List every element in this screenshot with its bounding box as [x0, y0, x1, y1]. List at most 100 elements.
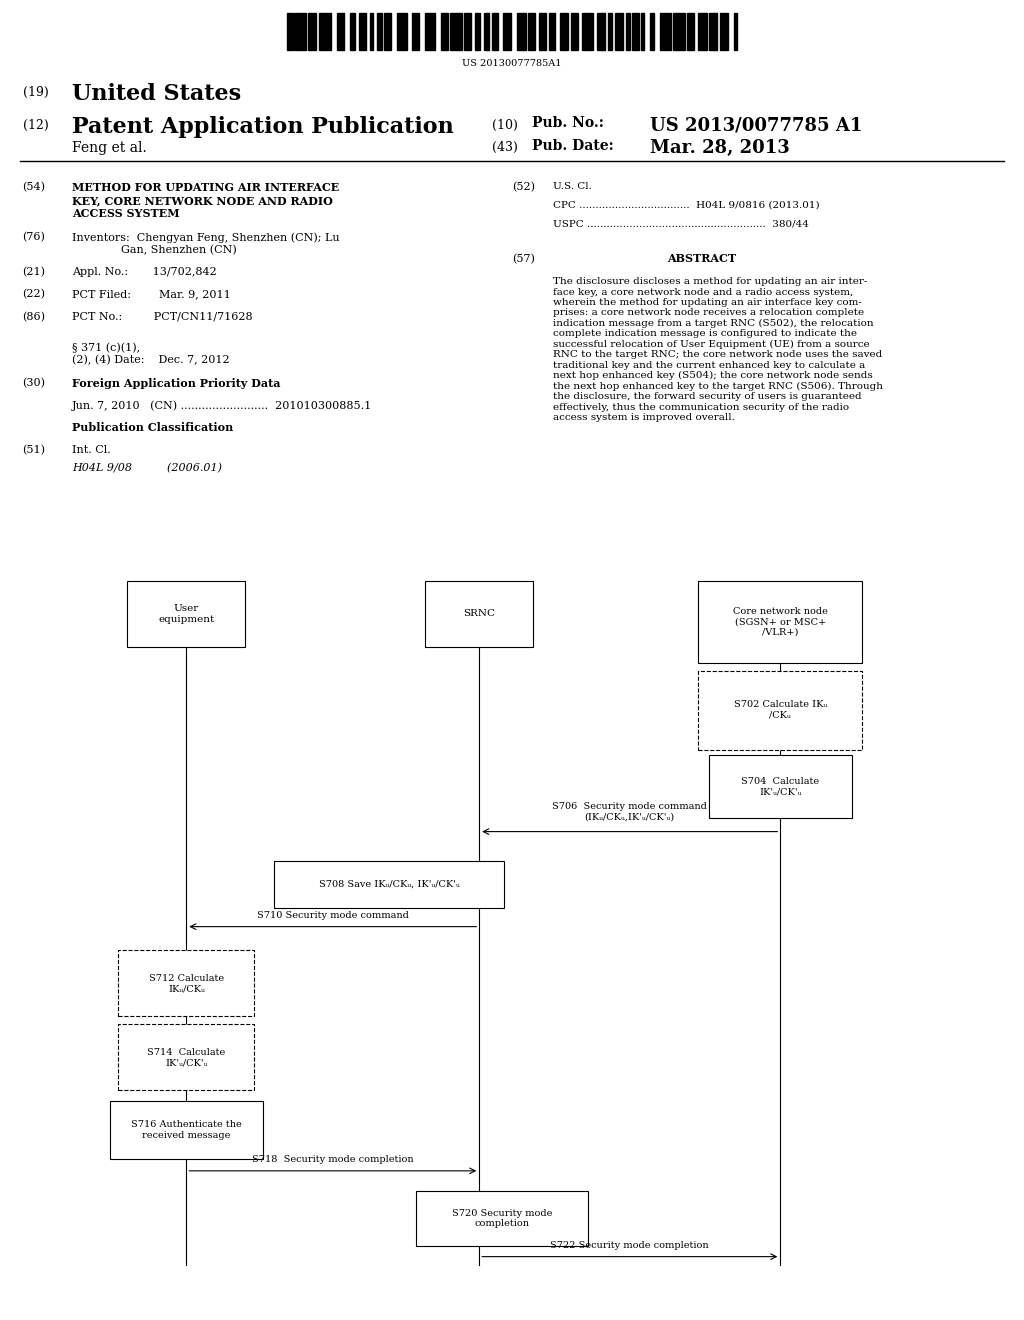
- Bar: [465, 13, 471, 50]
- Bar: [495, 13, 498, 50]
- Text: S718  Security mode completion: S718 Security mode completion: [252, 1155, 414, 1164]
- Bar: [517, 13, 523, 50]
- Bar: [709, 13, 715, 50]
- Bar: [440, 13, 442, 50]
- Text: § 371 (c)(1),
(2), (4) Date:    Dec. 7, 2012: § 371 (c)(1), (2), (4) Date: Dec. 7, 201…: [72, 343, 229, 366]
- Bar: [531, 13, 536, 50]
- Bar: [325, 13, 331, 50]
- Text: S714  Calculate
IK'ᵤ/CK'ᵤ: S714 Calculate IK'ᵤ/CK'ᵤ: [147, 1048, 225, 1067]
- Bar: [118, 950, 254, 1016]
- Text: Jun. 7, 2010   (CN) .........................  201010300885.1: Jun. 7, 2010 (CN) ......................…: [72, 400, 372, 411]
- Text: S708 Save IKᵤ/CKᵤ, IK'ᵤ/CK'ᵤ: S708 Save IKᵤ/CKᵤ, IK'ᵤ/CK'ᵤ: [318, 880, 460, 888]
- Bar: [118, 1024, 254, 1090]
- Text: (54): (54): [23, 182, 45, 193]
- Text: User
equipment: User equipment: [159, 605, 214, 623]
- Bar: [588, 13, 593, 50]
- Bar: [416, 1191, 588, 1246]
- Bar: [560, 13, 564, 50]
- Bar: [442, 13, 449, 50]
- Text: U.S. Cl.: U.S. Cl.: [553, 182, 592, 191]
- Bar: [679, 13, 685, 50]
- Bar: [294, 13, 300, 50]
- Text: S722 Security mode completion: S722 Security mode completion: [551, 1241, 709, 1250]
- Bar: [309, 13, 315, 50]
- Bar: [370, 13, 372, 50]
- Bar: [597, 13, 603, 50]
- Bar: [300, 13, 306, 50]
- Text: CPC ..................................  H04L 9/0816 (2013.01): CPC .................................. H…: [553, 201, 819, 210]
- Bar: [475, 13, 476, 50]
- Text: S716 Authenticate the
received message: S716 Authenticate the received message: [131, 1121, 242, 1139]
- Text: H04L 9/08          (2006.01): H04L 9/08 (2006.01): [72, 463, 221, 474]
- Bar: [610, 13, 611, 50]
- Text: (57): (57): [512, 253, 535, 264]
- Bar: [722, 13, 728, 50]
- Text: S704  Calculate
IK'ᵤ/CK'ᵤ: S704 Calculate IK'ᵤ/CK'ᵤ: [741, 777, 819, 796]
- Text: (12): (12): [23, 119, 48, 132]
- Bar: [509, 13, 511, 50]
- Bar: [628, 13, 630, 50]
- Bar: [692, 13, 694, 50]
- Text: The disclosure discloses a method for updating an air inter-
face key, a core ne: The disclosure discloses a method for up…: [553, 277, 883, 422]
- Text: Mar. 28, 2013: Mar. 28, 2013: [650, 139, 790, 157]
- Bar: [564, 13, 567, 50]
- Bar: [425, 13, 429, 50]
- Bar: [603, 13, 604, 50]
- Bar: [632, 13, 633, 50]
- Bar: [464, 13, 465, 50]
- Text: METHOD FOR UPDATING AIR INTERFACE
KEY, CORE NETWORK NODE AND RADIO
ACCESS SYSTEM: METHOD FOR UPDATING AIR INTERFACE KEY, C…: [72, 182, 339, 219]
- Bar: [687, 13, 692, 50]
- Bar: [450, 13, 456, 50]
- Text: S710 Security mode command: S710 Security mode command: [257, 911, 409, 920]
- Bar: [337, 13, 342, 50]
- Bar: [615, 13, 621, 50]
- Text: Publication Classification: Publication Classification: [72, 422, 232, 433]
- Text: (51): (51): [23, 445, 45, 455]
- Bar: [426, 581, 534, 647]
- Bar: [319, 13, 325, 50]
- Text: (52): (52): [512, 182, 535, 193]
- Bar: [720, 13, 722, 50]
- Bar: [574, 13, 579, 50]
- Bar: [493, 13, 495, 50]
- Bar: [110, 1101, 263, 1159]
- Bar: [528, 13, 531, 50]
- Bar: [734, 13, 737, 50]
- Text: (76): (76): [23, 232, 45, 243]
- Text: S712 Calculate
IKᵤ/CKᵤ: S712 Calculate IKᵤ/CKᵤ: [148, 974, 224, 993]
- Text: US 2013/0077785 A1: US 2013/0077785 A1: [650, 116, 862, 135]
- Text: Patent Application Publication: Patent Application Publication: [72, 116, 454, 139]
- Bar: [659, 13, 666, 50]
- Bar: [652, 13, 654, 50]
- Text: Int. Cl.: Int. Cl.: [72, 445, 111, 455]
- Bar: [673, 13, 679, 50]
- Bar: [523, 13, 526, 50]
- Text: (21): (21): [23, 267, 45, 277]
- Text: (22): (22): [23, 289, 45, 300]
- Bar: [666, 13, 672, 50]
- Bar: [413, 13, 416, 50]
- Bar: [308, 13, 309, 50]
- Bar: [709, 755, 852, 818]
- Bar: [703, 13, 708, 50]
- Text: Inventors:  Chengyan Feng, Shenzhen (CN); Lu
              Gan, Shenzhen (CN): Inventors: Chengyan Feng, Shenzhen (CN);…: [72, 232, 339, 255]
- Bar: [483, 13, 487, 50]
- Bar: [429, 13, 435, 50]
- Bar: [127, 581, 246, 647]
- Bar: [287, 13, 293, 50]
- Bar: [342, 13, 344, 50]
- Text: United States: United States: [72, 83, 241, 106]
- Text: Pub. No.:: Pub. No.:: [532, 116, 604, 131]
- Bar: [384, 13, 385, 50]
- Bar: [372, 13, 373, 50]
- Bar: [715, 13, 717, 50]
- Bar: [380, 13, 382, 50]
- Bar: [643, 13, 644, 50]
- Bar: [650, 13, 652, 50]
- Bar: [549, 13, 553, 50]
- Text: (10): (10): [492, 119, 517, 132]
- Text: Appl. No.:       13/702,842: Appl. No.: 13/702,842: [72, 267, 216, 277]
- Text: (86): (86): [23, 312, 45, 322]
- Text: PCT No.:         PCT/CN11/71628: PCT No.: PCT/CN11/71628: [72, 312, 252, 322]
- Bar: [350, 13, 353, 50]
